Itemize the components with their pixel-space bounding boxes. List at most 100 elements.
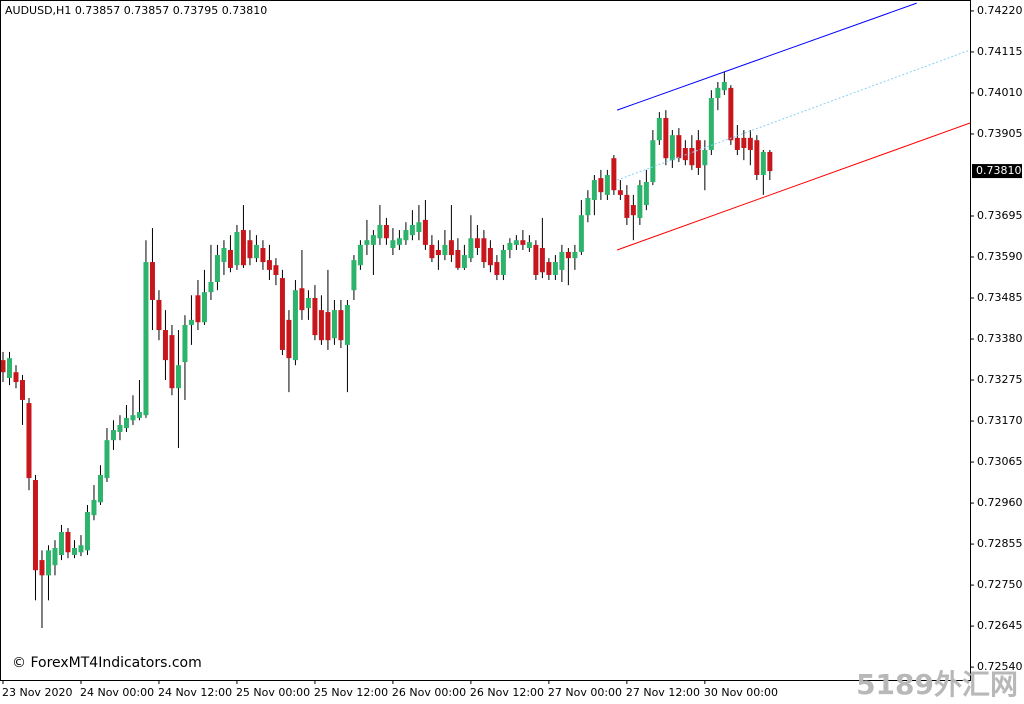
- candle-body: [585, 198, 591, 216]
- candle-body: [52, 547, 58, 566]
- candle-body: [208, 281, 214, 293]
- plot-frame: [0, 0, 971, 681]
- x-tick-label: 27 Nov 00:00: [548, 686, 622, 699]
- y-tick-label: 0.73695: [977, 209, 1023, 222]
- x-tick-label: 30 Nov 00:00: [704, 686, 778, 699]
- candle-body: [201, 292, 207, 323]
- candle-body: [734, 137, 740, 150]
- candle-body: [721, 82, 727, 91]
- candle-body: [357, 244, 363, 266]
- candle-body: [604, 174, 610, 195]
- candle-body: [331, 310, 337, 339]
- candle-body: [598, 178, 604, 193]
- candle-body: [214, 255, 220, 282]
- candle-body: [617, 190, 623, 195]
- candle-body: [266, 260, 272, 270]
- candle-body: [286, 319, 292, 359]
- candle-body: [435, 249, 441, 256]
- candle-body: [708, 98, 714, 150]
- candle-body: [247, 240, 253, 259]
- y-tick-label: 0.74010: [977, 86, 1023, 99]
- candle-body: [0, 360, 6, 373]
- chart-title: AUDUSD,H1 0.73857 0.73857 0.73795 0.7381…: [5, 4, 267, 17]
- x-tick-label: 24 Nov 00:00: [80, 686, 154, 699]
- candle-body: [318, 310, 324, 341]
- candle-body: [526, 242, 532, 249]
- candle-body: [364, 240, 370, 245]
- candle-body: [474, 238, 480, 249]
- candle-body: [643, 182, 649, 206]
- candle-body: [578, 215, 584, 252]
- candle-body: [448, 240, 454, 256]
- candle-body: [182, 324, 188, 363]
- candle-body: [754, 140, 760, 175]
- candle-body: [370, 235, 376, 245]
- candle-body: [487, 248, 493, 266]
- candle-body: [292, 290, 298, 361]
- candle-body: [279, 278, 285, 350]
- candle-body: [630, 205, 636, 216]
- y-tick-label: 0.73905: [977, 127, 1023, 140]
- candle-body: [682, 148, 688, 161]
- candle-body: [624, 194, 630, 218]
- candle-body: [494, 262, 500, 275]
- candle-body: [468, 238, 474, 259]
- candle-body: [533, 244, 539, 275]
- candle-body: [546, 262, 552, 275]
- candle-body: [461, 255, 467, 268]
- candle-body: [481, 238, 487, 263]
- candle-body: [572, 251, 578, 259]
- candle-body: [19, 380, 25, 400]
- candle-body: [305, 298, 311, 309]
- candle-body: [104, 440, 110, 479]
- x-tick-label: 26 Nov 12:00: [470, 686, 544, 699]
- plot-area: [0, 2, 971, 629]
- candle-body: [715, 87, 721, 99]
- x-tick-label: 25 Nov 12:00: [314, 686, 388, 699]
- candle-body: [312, 298, 318, 336]
- candle-body: [650, 140, 656, 183]
- candle-body: [565, 251, 571, 259]
- candle-body: [455, 249, 461, 268]
- candle-body: [676, 135, 682, 159]
- candle-body: [234, 232, 240, 266]
- candle-body: [26, 403, 32, 479]
- candle-body: [227, 249, 233, 268]
- candle-body: [429, 244, 435, 259]
- y-tick-label: 0.72750: [977, 578, 1023, 591]
- x-tick-label: 24 Nov 12:00: [158, 686, 232, 699]
- candle-body: [6, 358, 12, 379]
- y-tick-label: 0.72645: [977, 619, 1023, 632]
- candle-body: [390, 240, 396, 249]
- candle-body: [539, 248, 545, 273]
- y-tick-label: 0.73065: [977, 455, 1023, 468]
- y-tick-label: 0.73275: [977, 373, 1023, 386]
- candle-body: [409, 224, 415, 236]
- candle-body: [123, 417, 129, 429]
- candle-body: [188, 319, 194, 325]
- candle-body: [702, 149, 708, 166]
- candle-body: [351, 260, 357, 291]
- candle-body: [273, 265, 279, 275]
- site-mark: 5189外汇网: [856, 668, 1018, 701]
- candle-body: [91, 499, 97, 516]
- candle-body: [513, 240, 519, 245]
- candle-body: [663, 117, 669, 159]
- y-tick-label: 0.72960: [977, 496, 1023, 509]
- candle-body: [344, 305, 350, 345]
- candle-body: [747, 137, 753, 150]
- candle-body: [325, 312, 331, 341]
- x-tick-label: 25 Nov 00:00: [236, 686, 310, 699]
- candle-body: [396, 238, 402, 245]
- candle-body: [507, 242, 513, 250]
- x-tick-label: 23 Nov 2020: [2, 686, 72, 699]
- candle-body: [669, 135, 675, 161]
- channel-line: [616, 122, 971, 251]
- last-price-box: [972, 164, 1022, 179]
- y-tick-label: 0.72540: [977, 660, 1023, 673]
- candle-body: [65, 531, 71, 553]
- candle-body: [130, 415, 136, 421]
- last-price-label: 0.73810: [976, 164, 1022, 177]
- candle-body: [689, 148, 695, 166]
- candle-body: [520, 240, 526, 245]
